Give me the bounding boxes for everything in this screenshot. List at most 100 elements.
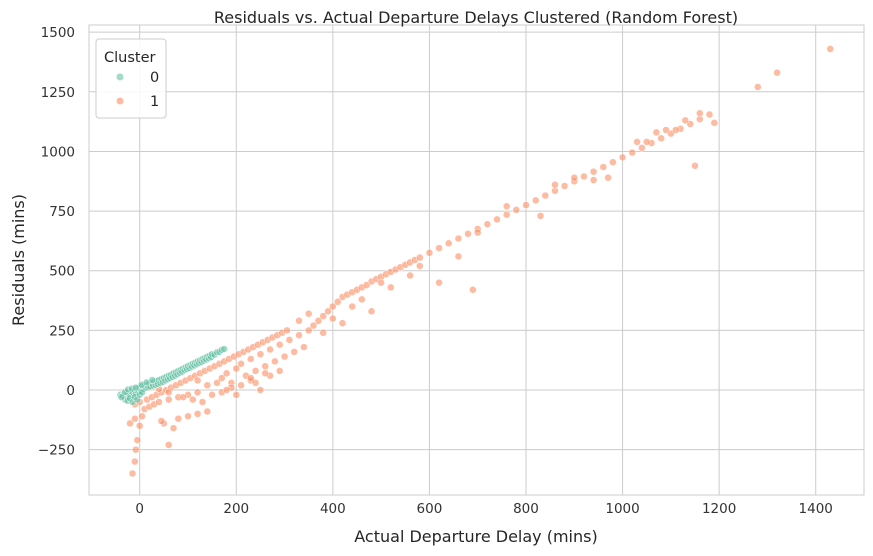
y-axis-label: Residuals (mins): [9, 194, 28, 326]
data-point-cluster-1: [493, 215, 501, 224]
data-point-cluster-1: [314, 317, 323, 325]
data-point-cluster-1: [469, 286, 477, 294]
data-point-cluster-1: [174, 414, 183, 423]
grid-lines: [89, 25, 864, 495]
data-point-cluster-1: [304, 309, 313, 318]
data-point-cluster-1: [193, 410, 202, 418]
data-point-cluster-1: [203, 407, 212, 416]
data-point-cluster-1: [189, 395, 197, 404]
data-point-cluster-1: [638, 144, 646, 152]
data-point-cluster-1: [377, 278, 385, 287]
y-tick-labels: −250 0 250 500 750 1000 1250 1500: [38, 25, 75, 459]
data-point-cluster-1: [502, 210, 511, 219]
data-point-cluster-1: [290, 348, 298, 356]
data-point-cluster-1: [609, 158, 617, 166]
y-tick-label: 750: [49, 204, 75, 220]
data-point-cluster-1: [329, 314, 337, 323]
data-point-cluster-1: [157, 417, 166, 425]
data-point-cluster-1: [222, 369, 231, 378]
data-point-cluster-1: [256, 386, 265, 394]
data-point-cluster-1: [169, 424, 178, 432]
x-tick-label: 0: [135, 501, 144, 517]
x-tick-label: 400: [320, 501, 346, 517]
x-tick-labels: 0 200 400 600 800 1000 1200 1400: [135, 501, 832, 517]
data-point-cluster-1: [599, 163, 608, 171]
data-point-cluster-1: [184, 412, 192, 421]
data-point-cluster-1: [132, 445, 140, 454]
data-point-cluster-1: [473, 228, 482, 237]
data-point-cluster-1: [232, 364, 241, 373]
data-point-cluster-1: [531, 196, 540, 205]
data-point-cluster-1: [512, 206, 521, 214]
data-point-cluster-1: [155, 398, 163, 406]
legend-title: Cluster: [104, 50, 156, 66]
data-point-cluster-1: [193, 376, 202, 385]
y-tick-label: 1250: [41, 85, 75, 101]
data-point-cluster-1: [454, 252, 463, 261]
data-point-cluster-1: [444, 239, 453, 248]
data-point-cluster-1: [367, 307, 376, 316]
data-point-cluster-1: [164, 395, 173, 404]
x-axis-label: Actual Departure Delay (mins): [354, 527, 597, 546]
data-point-cluster-1: [283, 326, 291, 335]
data-point-cluster-1: [580, 172, 588, 181]
data-point-cluster-1: [435, 278, 443, 287]
data-point-cluster-1: [218, 374, 226, 382]
data-point-cluster-1: [261, 362, 269, 370]
data-point-cluster-1: [652, 128, 661, 137]
data-point-cluster-1: [435, 244, 443, 252]
y-tick-label: 500: [49, 264, 75, 280]
data-point-cluster-1: [671, 126, 680, 134]
data-point-cluster-1: [309, 321, 318, 330]
data-point-cluster-1: [348, 302, 356, 311]
data-point-cluster-1: [633, 138, 641, 146]
data-point-cluster-1: [773, 68, 781, 77]
data-point-cluster-1: [319, 312, 327, 320]
data-point-cluster-1: [570, 173, 579, 182]
data-point-cluster-0: [138, 388, 146, 397]
data-point-cluster-1: [425, 249, 434, 257]
data-point-cluster-1: [406, 271, 414, 280]
data-point-cluster-1: [247, 374, 255, 382]
data-point-cluster-1: [705, 110, 714, 119]
data-point-cluster-1: [319, 329, 327, 337]
data-point-cluster-1: [135, 422, 144, 430]
y-tick-label: 1000: [41, 144, 75, 160]
data-point-cluster-1: [261, 369, 269, 378]
data-point-cluster-1: [589, 167, 598, 176]
data-point-cluster-1: [483, 220, 492, 228]
data-point-cluster-1: [138, 412, 146, 421]
data-point-cluster-1: [416, 253, 424, 262]
x-tick-label: 1400: [799, 501, 833, 517]
data-point-cluster-1: [681, 116, 690, 125]
data-point-cluster-1: [618, 153, 627, 162]
data-point-cluster-1: [256, 350, 265, 358]
data-point-cluster-1: [275, 340, 284, 349]
plot-frame: [88, 24, 865, 496]
data-point-cluster-1: [696, 109, 704, 118]
data-point-cluster-1: [628, 148, 636, 157]
data-point-cluster-1: [464, 230, 472, 238]
data-point-cluster-1: [128, 469, 137, 478]
data-point-cluster-1: [164, 388, 173, 397]
data-point-cluster-1: [662, 126, 670, 134]
data-point-cluster-1: [551, 181, 559, 189]
data-point-cluster-1: [271, 357, 279, 366]
data-point-cluster-1: [416, 262, 424, 270]
legend-marker-0: [116, 73, 124, 81]
data-point-cluster-1: [237, 381, 245, 390]
data-point-cluster-1: [285, 336, 294, 344]
data-point-cluster-1: [560, 182, 569, 190]
legend-label-0: 0: [150, 70, 159, 86]
data-point-cluster-1: [324, 307, 332, 316]
y-tick-label: 1500: [41, 25, 75, 41]
legend-marker-1: [116, 97, 124, 105]
data-point-cluster-1: [536, 212, 545, 220]
x-tick-label: 600: [417, 501, 443, 517]
data-point-cluster-1: [280, 352, 289, 361]
data-point-cluster-1: [266, 345, 274, 354]
data-point-cluster-1: [193, 388, 202, 397]
data-point-cluster-1: [642, 138, 651, 146]
data-point-cluster-1: [300, 343, 308, 351]
